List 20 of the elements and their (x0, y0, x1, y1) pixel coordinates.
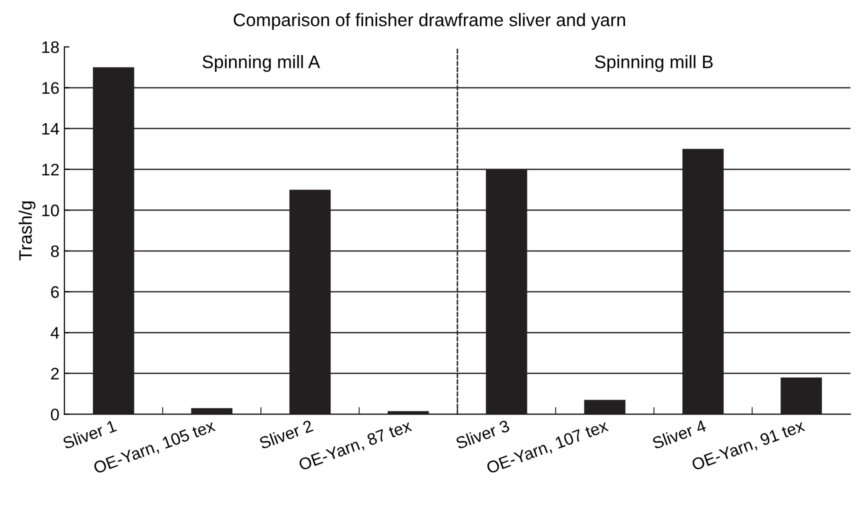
y-tick-label: 18 (42, 41, 59, 54)
bar (388, 411, 429, 414)
y-axis-title: Trash/g (18, 201, 36, 260)
annotation: Spinning mill B (595, 55, 713, 72)
bar (584, 400, 626, 414)
bar (191, 408, 232, 414)
bar (780, 377, 822, 414)
y-tick-label: 14 (42, 123, 60, 135)
y-tick-label: 16 (42, 82, 59, 94)
y-tick-label: 0 (50, 408, 59, 420)
x-tick-label: Sliver 4 (652, 419, 707, 450)
y-tick-label: 12 (42, 164, 59, 176)
x-tick-label: Sliver 2 (258, 419, 314, 450)
chart-title: Comparison of finisher drawframe sliver and yarn (234, 13, 626, 30)
annotation: Spinning mill A (202, 55, 320, 72)
y-tick-label: 10 (42, 204, 59, 216)
y-tick-label: 2 (51, 368, 59, 380)
y-tick-label: 4 (50, 327, 60, 339)
y-tick-label: 8 (51, 245, 59, 258)
y-tick-label: 6 (51, 286, 59, 298)
